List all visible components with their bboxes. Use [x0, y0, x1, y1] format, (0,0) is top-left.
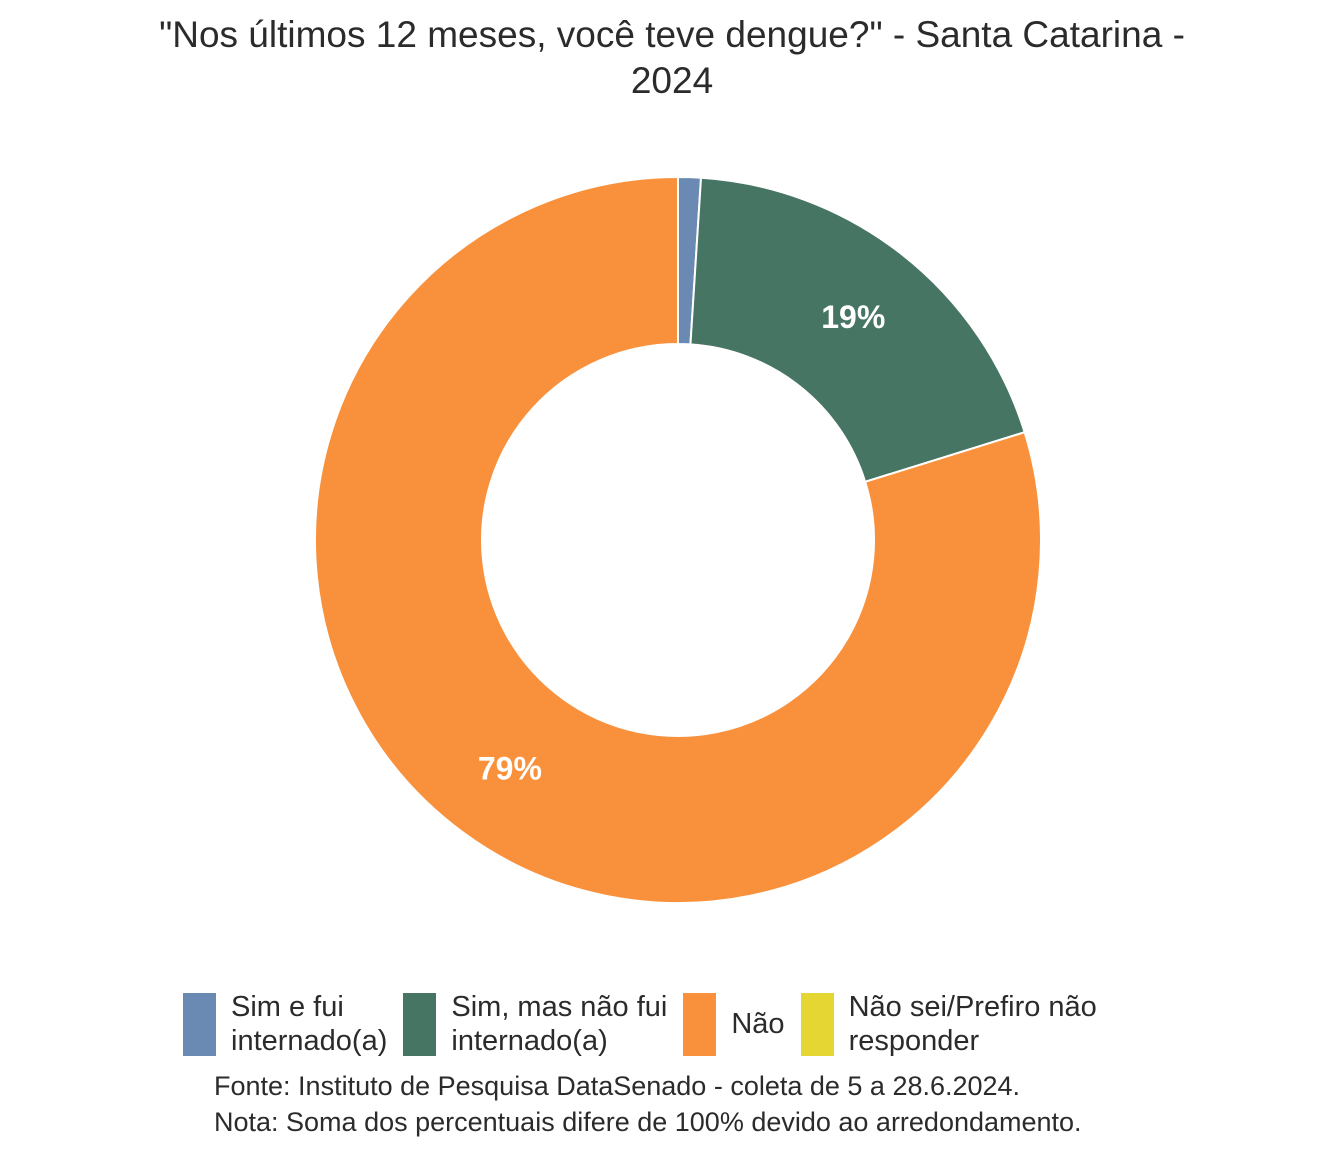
legend-item-nao: Não	[683, 992, 785, 1056]
legend: Sim e fui internado(a) Sim, mas não fui in…	[183, 990, 1113, 1058]
legend-item-sim-nao-internado: Sim, mas não fui internado(a)	[403, 990, 667, 1058]
data-label-sim-nao-internado: 19%	[821, 299, 885, 335]
slice-nao	[314, 175, 1042, 904]
data-label-nao: 79%	[478, 750, 542, 786]
chart-title: "Nos últimos 12 meses, você teve dengue?…	[0, 12, 1344, 104]
chart-title-line-2: 2024	[630, 60, 714, 101]
rounding-note: Nota: Soma dos percentuais difere de 100…	[214, 1107, 1082, 1137]
legend-item-sim-internado: Sim e fui internado(a)	[183, 990, 387, 1058]
legend-label-nao: Não	[731, 1008, 785, 1040]
donut-chart: 19% 79%	[314, 175, 1042, 904]
legend-label-nao-sei: Não sei/Prefiro não responder	[848, 991, 1097, 1057]
slice-sim-nao-internado	[689, 176, 1026, 484]
legend-swatch-sim-nao-internado	[403, 992, 437, 1056]
legend-item-nao-sei: Não sei/Prefiro não responder	[800, 990, 1097, 1058]
footer-notes: Fonte: Instituto de Pesquisa DataSenado …	[214, 1068, 1082, 1140]
legend-label-sim-nao-internado: Sim, mas não fui internado(a)	[451, 991, 668, 1057]
source-note: Fonte: Instituto de Pesquisa DataSenado …	[214, 1071, 1021, 1101]
legend-swatch-nao	[683, 992, 717, 1056]
legend-swatch-sim-internado	[183, 992, 216, 1056]
legend-label-sim-internado: Sim e fui internado(a)	[231, 991, 388, 1057]
chart-title-line-1: "Nos últimos 12 meses, você teve dengue?…	[159, 14, 1185, 55]
legend-swatch-nao-sei	[800, 992, 834, 1056]
